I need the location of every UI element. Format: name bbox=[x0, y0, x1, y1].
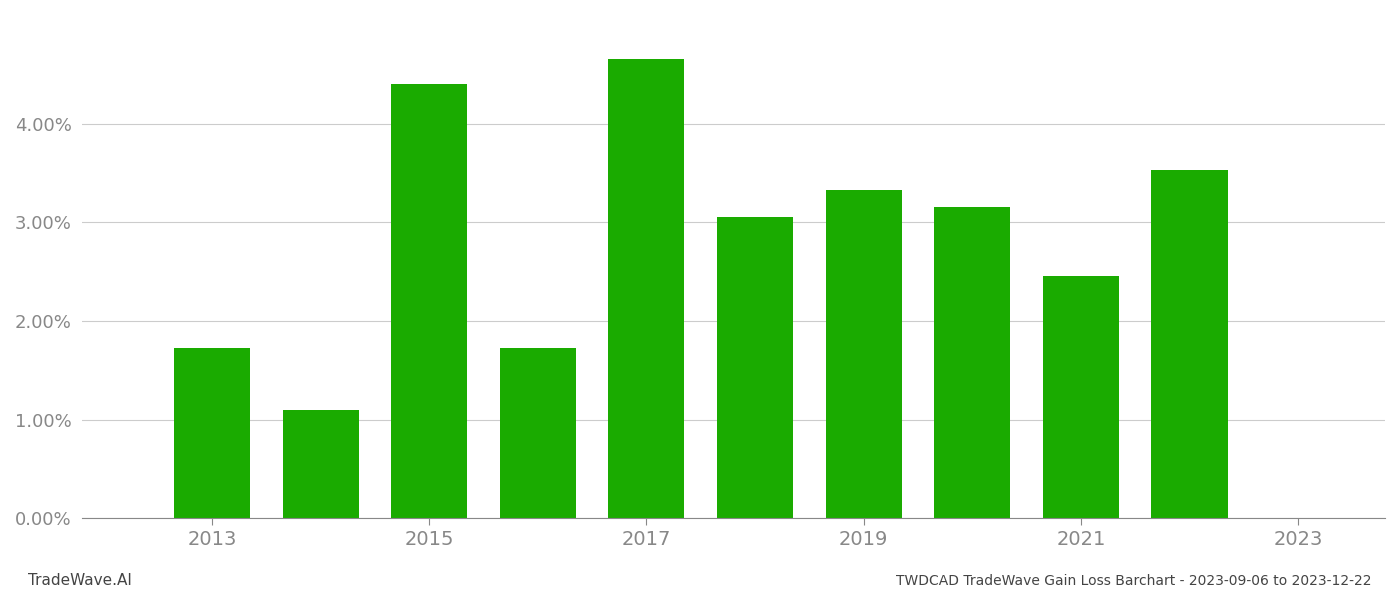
Bar bbox=[500, 349, 575, 518]
Text: TWDCAD TradeWave Gain Loss Barchart - 2023-09-06 to 2023-12-22: TWDCAD TradeWave Gain Loss Barchart - 20… bbox=[896, 574, 1372, 588]
Bar bbox=[283, 410, 358, 518]
Bar bbox=[717, 217, 792, 518]
Text: TradeWave.AI: TradeWave.AI bbox=[28, 573, 132, 588]
Bar bbox=[391, 84, 468, 518]
Bar bbox=[934, 208, 1011, 518]
Bar bbox=[609, 59, 685, 518]
Bar bbox=[1151, 170, 1228, 518]
Bar bbox=[826, 190, 902, 518]
Bar bbox=[174, 347, 251, 518]
Bar bbox=[1043, 277, 1119, 518]
